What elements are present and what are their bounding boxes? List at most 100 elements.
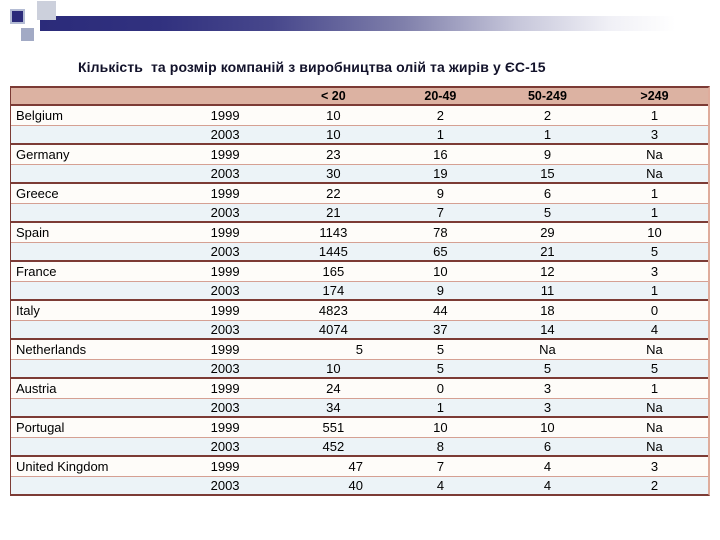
value-cell: 5 [650, 243, 659, 259]
country-cell: France [16, 263, 57, 279]
value-cell: 4 [650, 321, 659, 337]
value-cell: 12 [540, 263, 555, 279]
value-cell: 4823 [318, 302, 348, 318]
value-cell: 7 [436, 204, 445, 220]
value-cell: 0 [650, 302, 659, 318]
value-cell: 2 [436, 107, 445, 123]
country-cell: Germany [16, 146, 70, 162]
table-row: Spain 1999 1143 78 29 10 [11, 223, 708, 243]
year-cell: 1999 [210, 302, 240, 318]
value-cell: 1 [650, 204, 659, 220]
year-cell: 2003 [210, 126, 240, 142]
value-cell: 6 [543, 185, 552, 201]
year-cell: 1999 [210, 419, 240, 435]
value-cell: 15 [540, 165, 555, 181]
value-cell: 1 [436, 399, 445, 415]
value-cell: 8 [436, 438, 445, 454]
decoration-navy-square [10, 9, 25, 24]
table-row: United Kingdom 1999 47 7 4 3 [11, 457, 708, 477]
value-cell: 5 [543, 204, 552, 220]
value-cell: Na [646, 399, 663, 415]
table-row: 2003 174 9 11 1 [11, 281, 708, 301]
header-size-gt249: >249 [640, 89, 669, 103]
table-row: Italy 1999 4823 44 18 0 [11, 301, 708, 321]
value-cell: 9 [543, 146, 552, 162]
value-cell: 10 [326, 360, 341, 376]
value-cell: 37 [433, 321, 448, 337]
value-cell: 14 [540, 321, 555, 337]
value-cell: 21 [540, 243, 555, 259]
value-cell: 1 [543, 126, 552, 142]
year-cell: 1999 [210, 341, 240, 357]
value-cell: 9 [436, 282, 445, 298]
value-cell: 10 [433, 263, 448, 279]
table-row: 2003 10 5 5 5 [11, 359, 708, 379]
value-cell: 78 [433, 224, 448, 240]
value-cell: 10 [433, 419, 448, 435]
country-cell: Greece [16, 185, 59, 201]
value-cell: 5 [436, 341, 445, 357]
year-cell: 1999 [210, 263, 240, 279]
slide-title: Кількість та розмір компаній з виробницт… [78, 59, 546, 75]
value-cell: 3 [650, 458, 659, 474]
table-row: France 1999 165 10 12 3 [11, 262, 708, 282]
country-cell: Austria [16, 380, 57, 396]
value-cell: 10 [326, 107, 341, 123]
year-cell: 2003 [210, 165, 240, 181]
value-cell: 165 [322, 263, 345, 279]
table-body: Belgium 1999 10 2 2 1 2003 10 1 1 3 Germany 1999 23 16… [11, 106, 708, 494]
value-cell: 1 [650, 107, 659, 123]
value-cell: Na [646, 165, 663, 181]
value-cell: 5 [355, 341, 363, 357]
value-cell: 65 [433, 243, 448, 259]
value-cell: 4074 [318, 321, 348, 337]
year-cell: 1999 [210, 107, 240, 123]
country-cell: Spain [16, 224, 50, 240]
table-row: 2003 452 8 6 Na [11, 437, 708, 457]
decoration-gray-square [37, 1, 56, 20]
value-cell: 16 [433, 146, 448, 162]
year-cell: 2003 [210, 204, 240, 220]
value-cell: 7 [436, 458, 445, 474]
country-cell: Portugal [16, 419, 65, 435]
value-cell: 40 [348, 477, 363, 493]
value-cell: 11 [540, 282, 555, 298]
value-cell: 30 [326, 165, 341, 181]
value-cell: 10 [647, 224, 662, 240]
table-row: 2003 40 4 4 2 [11, 476, 708, 494]
year-cell: 2003 [210, 399, 240, 415]
year-cell: 1999 [210, 146, 240, 162]
value-cell: 551 [322, 419, 345, 435]
year-cell: 2003 [210, 243, 240, 259]
value-cell: Na [646, 341, 663, 357]
value-cell: 1143 [319, 224, 348, 240]
year-cell: 2003 [210, 477, 240, 493]
value-cell: 9 [436, 185, 445, 201]
header-size-20-49: 20-49 [424, 89, 457, 103]
table-row: 2003 21 7 5 1 [11, 203, 708, 223]
value-cell: 4 [436, 477, 445, 493]
companies-table: < 20 20-49 50-249 >249 Belgium 1999 10 2 2 1 2… [10, 86, 710, 496]
value-cell: 47 [348, 458, 363, 474]
country-cell: Netherlands [16, 341, 87, 357]
value-cell: 1 [650, 282, 659, 298]
value-cell: 44 [433, 302, 448, 318]
value-cell: 452 [322, 438, 345, 454]
value-cell: 3 [650, 263, 659, 279]
value-cell: Na [646, 146, 663, 162]
value-cell: 5 [650, 360, 659, 376]
value-cell: 2 [543, 107, 552, 123]
year-cell: 2003 [210, 360, 240, 376]
value-cell: 174 [322, 282, 345, 298]
table-row: Austria 1999 24 0 3 1 [11, 379, 708, 399]
value-cell: 21 [326, 204, 341, 220]
value-cell: Na [539, 341, 556, 357]
year-cell: 2003 [210, 321, 240, 337]
table-header-row: < 20 20-49 50-249 >249 [11, 88, 708, 106]
value-cell: Na [646, 419, 663, 435]
table-row: Portugal 1999 551 10 10 Na [11, 418, 708, 438]
year-cell: 1999 [210, 224, 240, 240]
table-row: Netherlands 1999 5 5 Na Na [11, 340, 708, 360]
decoration-blue-square [21, 28, 34, 41]
value-cell: 1 [650, 185, 659, 201]
